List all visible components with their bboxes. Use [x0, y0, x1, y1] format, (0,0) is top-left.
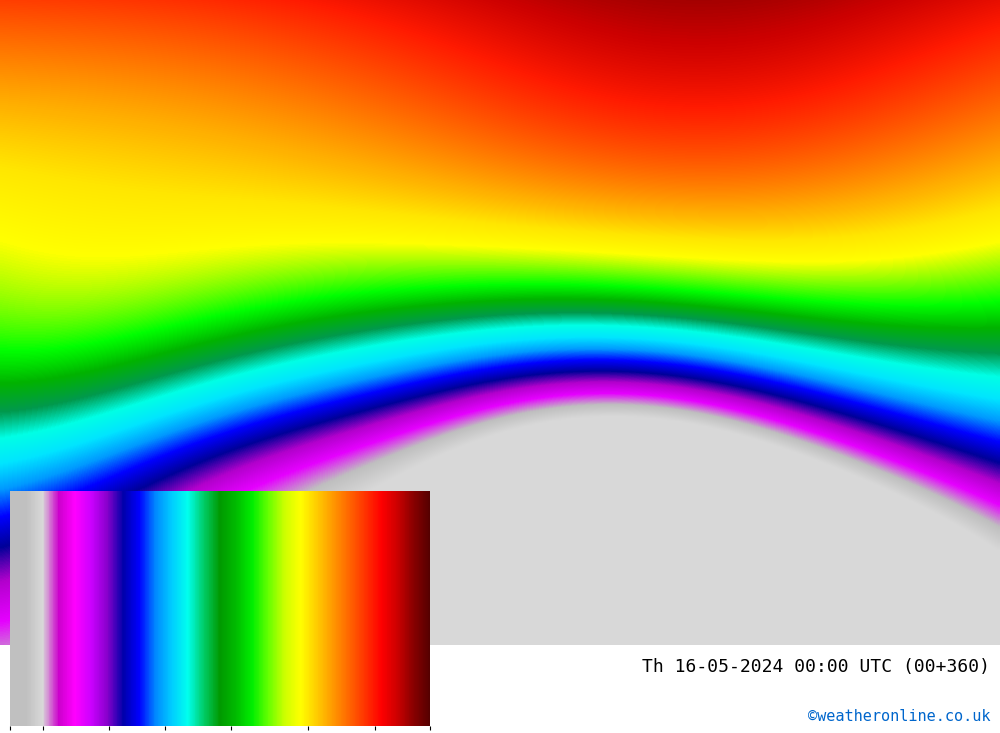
Text: Temperature (2m) [°C] Meteo FR: Temperature (2m) [°C] Meteo FR [10, 658, 362, 677]
Text: ©weatheronline.co.uk: ©weatheronline.co.uk [808, 710, 990, 724]
Text: Th 16-05-2024 00:00 UTC (00+360): Th 16-05-2024 00:00 UTC (00+360) [642, 658, 990, 677]
